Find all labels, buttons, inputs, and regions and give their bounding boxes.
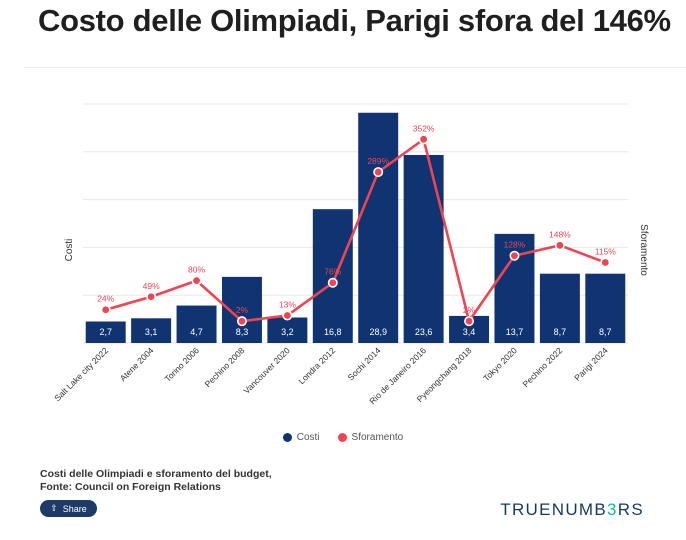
overrun-value-label: 128%: [504, 240, 526, 250]
overrun-point[interactable]: [554, 240, 565, 251]
overrun-value-label: 76%: [324, 267, 341, 277]
overrun-value-label: 148%: [549, 229, 571, 239]
bar-value-label: 8,7: [554, 327, 567, 337]
overrun-point[interactable]: [600, 257, 611, 268]
overrun-value-label: 24%: [97, 294, 114, 304]
bar-value-label: 13,7: [506, 327, 524, 337]
brand-part-accent: 3: [607, 500, 618, 519]
bar-value-label: 4,7: [190, 327, 203, 337]
y-axis-label: Costi: [64, 239, 75, 262]
brand-part-1: TRUENUMB: [500, 500, 608, 519]
caption-line-1: Costi delle Olimpiadi e sforamento del b…: [40, 468, 272, 480]
bar-value-label: 2,7: [99, 327, 112, 337]
bar-value-label: 23,6: [415, 327, 433, 337]
x-tick-label: Atene 2004: [118, 345, 156, 383]
overrun-point[interactable]: [282, 310, 293, 321]
chart: 2,7 3,1 4,7 8,3 3,2 16,8 28,9 23,6 3,4 13,7 8,7 8,7…: [52, 103, 649, 406]
share-button[interactable]: ⇪ Share: [40, 500, 97, 517]
overrun-point[interactable]: [373, 167, 384, 178]
bar[interactable]: [267, 317, 308, 343]
x-tick-label: Salt Lake city 2022: [52, 345, 110, 403]
overrun-point[interactable]: [191, 275, 202, 286]
overrun-point[interactable]: [146, 291, 157, 302]
caption: Costi delle Olimpiadi e sforamento del b…: [40, 468, 272, 494]
overrun-polyline: [105, 138, 606, 323]
bar-value-label: 3,1: [145, 327, 158, 337]
gridlines: [83, 103, 628, 344]
bar-value-label: 8,3: [236, 327, 249, 337]
headline: Costo delle Olimpiadi, Parigi sfora del …: [38, 3, 671, 38]
legend-item-costi[interactable]: Costi: [282, 432, 320, 443]
bars: [85, 112, 626, 343]
overrun-value-label: 2%: [236, 305, 249, 315]
x-tick-label: Pechino 2022: [520, 345, 564, 389]
legend-label-costi: Costi: [296, 432, 320, 443]
overrun-point[interactable]: [418, 134, 429, 145]
brand-logo: TRUENUMB3RS: [500, 500, 644, 520]
x-tick-label: Vancouver 2020: [241, 345, 292, 396]
bar-value-label: 3,2: [281, 327, 294, 337]
x-tick-label: Tokyo 2020: [481, 345, 519, 383]
y2-axis-label: Sforamento: [638, 224, 649, 276]
overrun-value-label: 352%: [413, 123, 435, 133]
overrun-point[interactable]: [236, 316, 247, 327]
bar[interactable]: [131, 318, 172, 343]
brand-part-2: RS: [617, 500, 644, 519]
overrun-value-label: 115%: [595, 246, 617, 256]
legend-dot-icon: [282, 433, 292, 442]
overrun-value-label: 49%: [143, 281, 160, 291]
bar[interactable]: [85, 321, 126, 343]
overrun-point[interactable]: [509, 250, 520, 261]
legend: Costi Sforamento: [0, 432, 686, 443]
bar-value-label: 28,9: [369, 327, 387, 337]
x-tick-label: Torino 2006: [162, 345, 201, 384]
bar-value-label: 8,7: [599, 327, 612, 337]
overrun-line: [105, 138, 606, 323]
overrun-value-label: 2%: [463, 305, 476, 315]
caption-source: Fonte: Council on Foreign Relations: [40, 481, 221, 493]
share-label: Share: [62, 503, 87, 514]
overrun-labels: 24% 49% 80% 2% 13% 76% 289% 352% 2% 128% 148% 115%: [97, 123, 616, 315]
legend-label-sforamento: Sforamento: [351, 432, 404, 443]
bar[interactable]: [312, 209, 353, 343]
bar-labels: 2,7 3,1 4,7 8,3 3,2 16,8 28,9 23,6 3,4 13,7 8,7 8,7: [99, 327, 611, 337]
bar[interactable]: [539, 273, 580, 343]
overrun-value-label: 289%: [367, 156, 389, 166]
x-tick-label: Parigi 2024: [572, 345, 610, 383]
overrun-point[interactable]: [100, 304, 111, 315]
bar[interactable]: [176, 305, 217, 343]
legend-item-sforamento[interactable]: Sforamento: [337, 432, 404, 443]
overrun-points: [100, 134, 611, 327]
bar-value-label: 16,8: [324, 327, 342, 337]
x-tick-label: Sochi 2014: [345, 345, 382, 382]
overrun-value-label: 13%: [279, 299, 296, 309]
x-tick-label: Pechino 2008: [203, 345, 247, 389]
x-tick-labels: Salt Lake city 2022 Atene 2004 Torino 2006…: [52, 345, 610, 406]
bar[interactable]: [403, 154, 444, 343]
legend-dot-icon: [337, 433, 347, 442]
overrun-value-label: 80%: [188, 265, 205, 275]
bar-value-label: 3,4: [463, 327, 476, 337]
share-icon: ⇪: [50, 503, 58, 513]
bar[interactable]: [358, 112, 399, 343]
divider: [24, 67, 686, 68]
bar[interactable]: [585, 273, 626, 343]
x-tick-label: Londra 2012: [296, 345, 337, 386]
overrun-point[interactable]: [464, 316, 475, 327]
overrun-point[interactable]: [327, 277, 338, 288]
